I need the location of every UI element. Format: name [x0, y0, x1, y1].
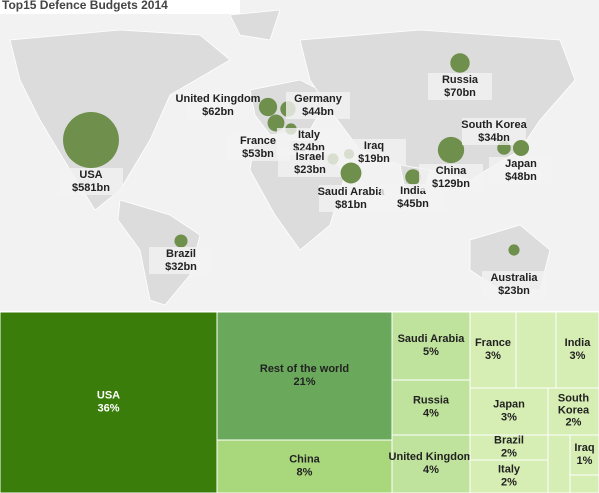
treemap-cell [569, 434, 599, 476]
treemap-cell [216, 439, 393, 493]
label-bg [186, 92, 250, 119]
cell-value: 8% [297, 466, 313, 478]
bubble [450, 53, 470, 73]
cell-label: Rest of the world [260, 363, 349, 375]
treemap-cell [0, 311, 218, 493]
cell-value: 21% [293, 376, 315, 388]
bubble [437, 136, 465, 164]
value-label: $45bn [397, 198, 429, 210]
label-bg [149, 247, 213, 274]
title-bar [0, 0, 240, 14]
value-label: $581bn [72, 182, 110, 194]
value-label: $62bn [202, 106, 234, 118]
value-label: $23bn [294, 164, 326, 176]
label-bg [59, 168, 123, 195]
cell-label: France [475, 337, 511, 349]
country-label: Brazil [166, 248, 196, 260]
chart-title: Top15 Defence Budgets 2014 [2, 0, 168, 12]
value-label: $48bn [505, 171, 537, 183]
treemap-cell [391, 311, 471, 381]
value-label: $81bn [335, 199, 367, 211]
label-bg [482, 271, 546, 298]
cell-label: Iraq [574, 442, 594, 454]
label-bg [278, 150, 342, 177]
cell-label: Saudi Arabia [398, 333, 466, 345]
label-bg [428, 73, 492, 100]
cell-label: United Kingdom [389, 451, 474, 463]
country-label: Germany [294, 93, 343, 105]
cell-value: 36% [97, 402, 119, 414]
bubble [258, 97, 278, 117]
cell-label: Russia [413, 394, 450, 406]
value-label: $34bn [478, 132, 510, 144]
treemap-cell [569, 474, 599, 493]
treemap-cell [391, 379, 471, 436]
country-label: Israel [296, 151, 325, 163]
country-label: Saudi Arabia [318, 186, 386, 198]
country-label: France [240, 135, 276, 147]
country-label: Japan [505, 158, 537, 170]
value-label: $129bn [432, 178, 470, 190]
label-bg [462, 118, 526, 145]
bubble [512, 139, 530, 157]
cell-value: 1% [577, 455, 593, 467]
bubble [340, 162, 362, 184]
cell-label: Japan [493, 398, 525, 410]
label-bg [342, 139, 406, 166]
bubble [63, 112, 119, 168]
label-bg [319, 185, 383, 212]
value-label: $70bn [444, 87, 476, 99]
treemap-cell [515, 311, 557, 389]
cell-label: USA [97, 389, 120, 401]
label-bg [419, 164, 483, 191]
cell-value: 5% [423, 346, 439, 358]
cell-value: 4% [423, 407, 439, 419]
cell-value: 3% [485, 350, 501, 362]
cell-label: Brazil [494, 434, 524, 446]
treemap-cell [216, 311, 393, 441]
bubble [508, 244, 520, 256]
value-label: $23bn [498, 285, 530, 297]
country-label: Australia [490, 272, 538, 284]
cell-label: South Korea [558, 392, 590, 416]
bubble [174, 234, 188, 248]
country-label: USA [79, 169, 102, 181]
treemap-cell [555, 311, 599, 389]
bubble [405, 169, 421, 185]
cell-value: 2% [501, 476, 517, 488]
cell-value: 2% [501, 447, 517, 459]
cell-label: India [565, 337, 592, 349]
country-label: Italy [298, 129, 321, 141]
label-bg [489, 157, 553, 184]
cell-label: China [289, 453, 320, 465]
value-label: $44bn [302, 106, 334, 118]
cell-value: 4% [423, 464, 439, 476]
value-label: $53bn [242, 148, 274, 160]
cell-value: 3% [501, 411, 517, 423]
country-label: China [436, 165, 467, 177]
cell-label: Italy [498, 463, 521, 475]
bubble [267, 114, 285, 132]
country-label: Russia [442, 74, 479, 86]
value-label: $32bn [165, 261, 197, 273]
treemap-cell [547, 434, 571, 493]
country-label: Iraq [364, 140, 384, 152]
value-label: $19bn [358, 153, 390, 165]
treemap-cell [469, 311, 517, 389]
country-label: United Kingdom [176, 93, 261, 105]
treemap-cell [469, 387, 549, 436]
cell-value: 3% [570, 350, 586, 362]
treemap-cell [469, 459, 549, 493]
cell-value: 2% [566, 416, 582, 428]
treemap-cell [547, 387, 599, 436]
label-bg [286, 92, 350, 119]
treemap-cell [391, 434, 471, 493]
country-label: South Korea [461, 119, 527, 131]
